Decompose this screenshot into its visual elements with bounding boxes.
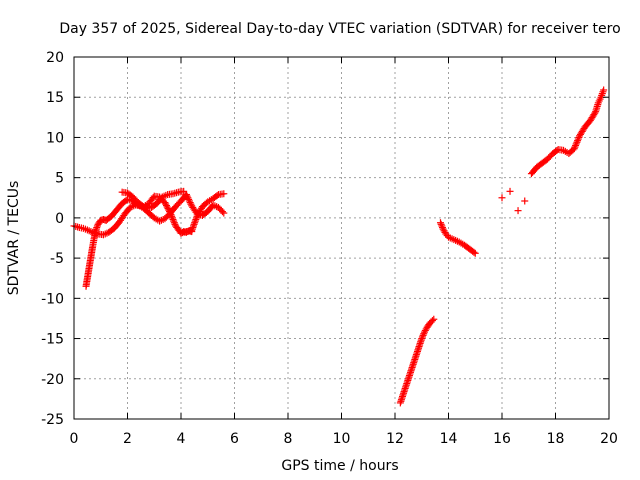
data-point — [168, 214, 176, 222]
data-point — [166, 209, 174, 217]
data-point — [437, 220, 445, 228]
x-tick-label: 14 — [440, 431, 458, 447]
x-tick-label: 12 — [386, 431, 404, 447]
data-point — [575, 133, 583, 141]
data-marks — [70, 86, 608, 407]
data-point — [430, 315, 438, 323]
data-point — [436, 219, 444, 227]
x-tick-label: 2 — [123, 431, 132, 447]
data-point — [182, 191, 190, 199]
data-point — [438, 224, 446, 232]
data-point — [572, 141, 580, 149]
y-tick-label: 15 — [46, 90, 64, 106]
data-point — [418, 333, 426, 341]
data-point — [498, 194, 506, 202]
grid-layer — [74, 57, 609, 419]
data-point — [574, 135, 582, 143]
data-point — [470, 248, 478, 256]
data-point — [420, 330, 428, 338]
data-point — [164, 205, 172, 213]
data-point — [162, 200, 170, 208]
y-tick-label: 0 — [55, 211, 64, 227]
data-point — [419, 331, 427, 339]
data-point — [93, 222, 101, 230]
data-point — [161, 199, 169, 207]
data-point — [166, 208, 174, 216]
data-point — [438, 222, 446, 230]
data-point — [162, 202, 170, 210]
data-point — [170, 217, 178, 225]
data-point — [574, 137, 582, 145]
x-tick-label: 20 — [600, 431, 618, 447]
x-tick-label: 18 — [547, 431, 565, 447]
data-point — [220, 209, 228, 217]
x-ticks: 0 2 4 6 8 10 12 14 16 18 20 — [70, 57, 618, 447]
data-point — [521, 197, 529, 205]
x-tick-label: 10 — [333, 431, 351, 447]
x-tick-label: 6 — [230, 431, 239, 447]
y-tick-label: -15 — [41, 332, 64, 348]
data-point — [600, 86, 608, 94]
data-point — [213, 192, 221, 200]
y-axis-title: SDTVAR / TECUs — [6, 181, 22, 296]
data-point — [218, 208, 226, 216]
data-point — [163, 203, 171, 211]
y-tick-label: -20 — [41, 372, 64, 388]
data-point — [168, 212, 176, 220]
y-tick-label: 10 — [46, 130, 64, 146]
x-tick-label: 4 — [177, 431, 186, 447]
data-point — [185, 195, 193, 203]
y-tick-label: 5 — [55, 171, 64, 187]
x-axis-title: GPS time / hours — [281, 458, 398, 474]
data-point — [570, 145, 578, 153]
x-tick-label: 0 — [70, 431, 79, 447]
y-ticks: -25 -20 -15 -10 -5 0 5 10 15 20 — [41, 50, 609, 428]
data-point — [186, 199, 194, 207]
data-point — [514, 207, 522, 215]
data-point — [170, 219, 178, 227]
data-point — [188, 228, 196, 236]
data-point — [591, 109, 599, 117]
data-point — [167, 211, 175, 219]
data-point — [220, 190, 228, 198]
data-point — [184, 194, 192, 202]
data-point — [169, 215, 177, 223]
data-point — [571, 143, 579, 151]
y-tick-label: 20 — [46, 50, 64, 66]
y-tick-label: -5 — [50, 251, 64, 267]
chart-title: Day 357 of 2025, Sidereal Day-to-day VTE… — [59, 21, 620, 37]
data-point — [506, 187, 514, 195]
data-point — [572, 140, 580, 148]
x-tick-label: 16 — [493, 431, 511, 447]
data-point — [165, 206, 173, 214]
data-point — [471, 249, 479, 257]
data-point — [93, 224, 101, 232]
y-tick-label: -25 — [41, 412, 64, 428]
data-point — [183, 192, 191, 200]
y-tick-label: -10 — [41, 291, 64, 307]
data-point — [185, 197, 193, 205]
x-tick-label: 8 — [284, 431, 293, 447]
data-point — [418, 335, 426, 343]
data-point — [428, 317, 436, 325]
data-point — [573, 138, 581, 146]
